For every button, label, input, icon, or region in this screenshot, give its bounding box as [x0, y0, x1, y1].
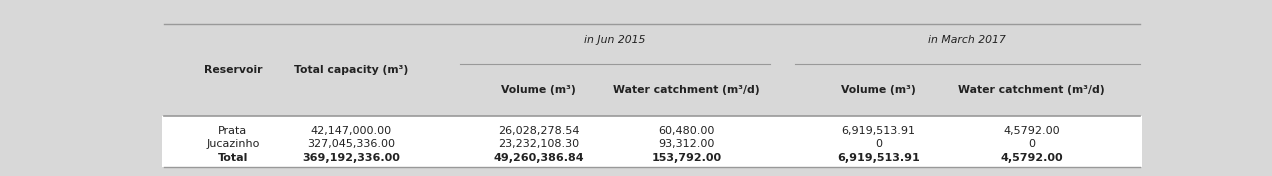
Bar	[162, 116, 1142, 168]
Text: Volume (m³): Volume (m³)	[841, 85, 916, 95]
Text: Reservoir: Reservoir	[204, 65, 262, 75]
Text: 369,192,336.00: 369,192,336.00	[303, 153, 401, 163]
Text: 60,480.00: 60,480.00	[658, 126, 715, 136]
Text: 153,792.00: 153,792.00	[651, 153, 721, 163]
Text: 23,232,108.30: 23,232,108.30	[497, 139, 579, 149]
Text: Water catchment (m³/d): Water catchment (m³/d)	[958, 85, 1105, 95]
Text: 0: 0	[875, 139, 883, 149]
Text: in Jun 2015: in Jun 2015	[584, 35, 646, 45]
Text: Total: Total	[218, 153, 248, 163]
Text: 6,919,513.91: 6,919,513.91	[842, 126, 916, 136]
Text: 93,312.00: 93,312.00	[658, 139, 715, 149]
Text: 6,919,513.91: 6,919,513.91	[837, 153, 920, 163]
Text: 327,045,336.00: 327,045,336.00	[308, 139, 396, 149]
Text: 0: 0	[1028, 139, 1035, 149]
Text: 42,147,000.00: 42,147,000.00	[310, 126, 392, 136]
Text: Volume (m³): Volume (m³)	[501, 85, 576, 95]
Text: Total capacity (m³): Total capacity (m³)	[294, 65, 408, 75]
Text: 4,5792.00: 4,5792.00	[1004, 126, 1060, 136]
Text: Prata: Prata	[219, 126, 248, 136]
Text: 49,260,386.84: 49,260,386.84	[494, 153, 584, 163]
Text: Jucazinho: Jucazinho	[206, 139, 259, 149]
Text: Water catchment (m³/d): Water catchment (m³/d)	[613, 85, 759, 95]
Text: in March 2017: in March 2017	[929, 35, 1006, 45]
Text: 26,028,278.54: 26,028,278.54	[497, 126, 579, 136]
Text: 4,5792.00: 4,5792.00	[1000, 153, 1062, 163]
